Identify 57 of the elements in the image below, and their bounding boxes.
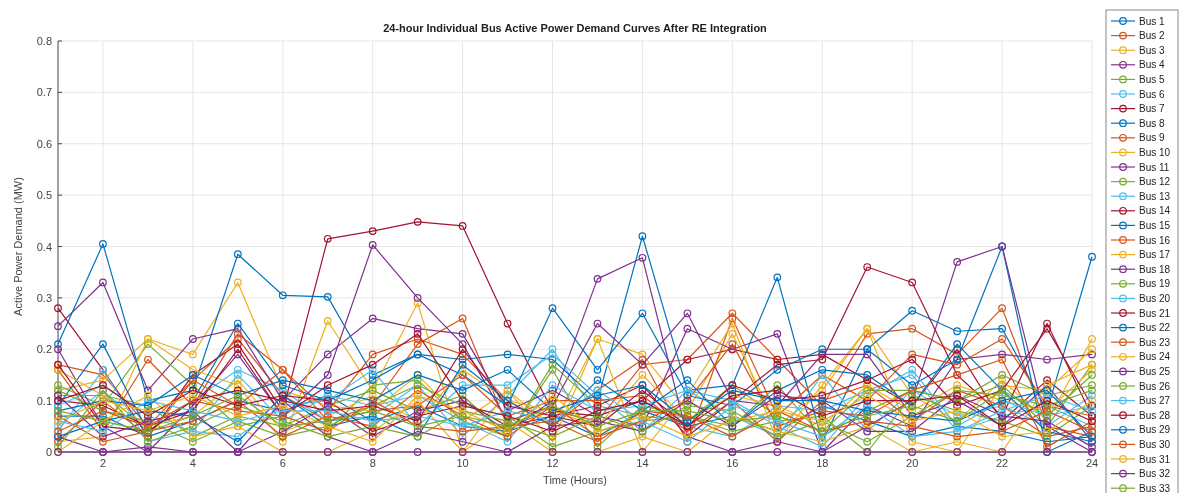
legend-label: Bus 26 <box>1139 380 1171 392</box>
x-tick-label: 22 <box>995 457 1009 469</box>
legend-label: Bus 28 <box>1139 409 1171 421</box>
x-tick-label: 14 <box>636 457 649 469</box>
legend-label: Bus 2 <box>1139 30 1166 42</box>
legend-label: Bus 8 <box>1139 117 1166 129</box>
y-tick-label: 0.2 <box>36 343 52 356</box>
x-tick-label: 2 <box>99 457 107 469</box>
legend-label: Bus 24 <box>1139 351 1171 363</box>
legend-label: Bus 4 <box>1139 59 1166 71</box>
legend-label: Bus 21 <box>1139 307 1171 319</box>
x-axis-title: Time (Hours) <box>543 474 607 486</box>
x-tick-label: 6 <box>279 457 286 469</box>
x-tick-label: 18 <box>816 457 829 469</box>
y-tick-label: 0.4 <box>36 240 52 253</box>
legend-label: Bus 7 <box>1139 103 1166 115</box>
legend-label: Bus 9 <box>1139 132 1166 144</box>
x-tick-label: 20 <box>906 457 919 469</box>
legend-label: Bus 22 <box>1139 322 1171 334</box>
legend-label: Bus 30 <box>1139 438 1171 450</box>
y-tick-label: 0.6 <box>36 137 52 150</box>
legend-label: Bus 11 <box>1139 161 1170 173</box>
y-tick-label: 0.5 <box>36 189 52 202</box>
y-axis-title: Active Power Demand (MW) <box>12 177 24 316</box>
x-tick-label: 16 <box>726 457 739 469</box>
x-tick-label: 24 <box>1085 457 1099 469</box>
y-tick-label: 0 <box>45 446 52 458</box>
legend-label: Bus 14 <box>1139 205 1171 217</box>
legend-label: Bus 29 <box>1139 424 1171 436</box>
y-tick-label: 0.8 <box>36 35 52 47</box>
x-tick-label: 4 <box>189 457 196 469</box>
legend-label: Bus 20 <box>1139 292 1171 304</box>
legend-label: Bus 18 <box>1139 263 1171 275</box>
legend-label: Bus 12 <box>1139 176 1171 188</box>
legend-label: Bus 33 <box>1139 482 1171 494</box>
x-tick-label: 10 <box>456 457 469 469</box>
legend-label: Bus 13 <box>1139 190 1171 202</box>
legend-label: Bus 5 <box>1139 73 1166 85</box>
x-tick-label: 8 <box>369 457 376 469</box>
legend-label: Bus 15 <box>1139 219 1171 231</box>
legend-label: Bus 10 <box>1139 146 1171 158</box>
legend-label: Bus 25 <box>1139 365 1171 377</box>
y-tick-label: 0.7 <box>36 86 52 99</box>
legend-label: Bus 32 <box>1139 468 1171 480</box>
legend-label: Bus 19 <box>1139 278 1171 290</box>
legend-label: Bus 17 <box>1139 249 1171 261</box>
legend-label: Bus 27 <box>1139 395 1171 407</box>
legend-label: Bus 16 <box>1139 234 1171 246</box>
chart-title: 24-hour Individual Bus Active Power Demand Curves After RE Integration <box>383 22 768 34</box>
legend-label: Bus 23 <box>1139 336 1171 348</box>
legend-label: Bus 31 <box>1139 453 1171 465</box>
y-tick-label: 0.1 <box>36 394 52 407</box>
x-tick-label: 12 <box>546 457 559 469</box>
legend-label: Bus 1 <box>1139 15 1166 27</box>
legend-label: Bus 6 <box>1139 88 1166 100</box>
y-tick-label: 0.3 <box>36 291 52 304</box>
legend-label: Bus 3 <box>1139 44 1166 56</box>
